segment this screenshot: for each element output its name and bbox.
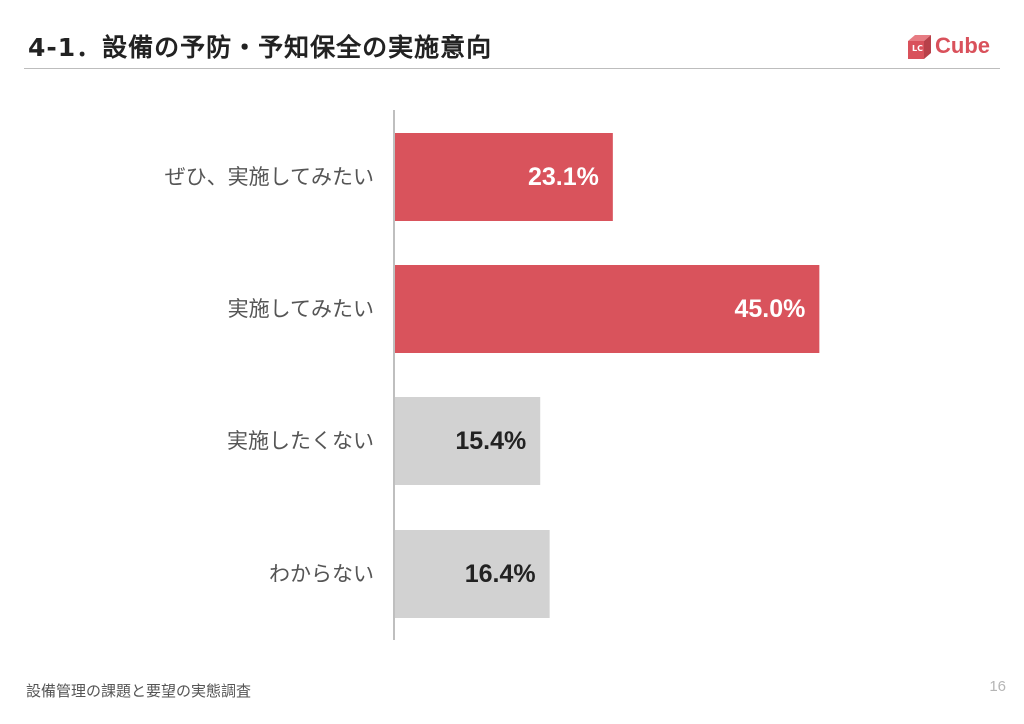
cube-logo-icon [906, 34, 932, 60]
bar-1 [395, 265, 820, 353]
value-label-0: 23.1% [528, 163, 599, 191]
category-label-3: わからない [269, 562, 374, 586]
title-divider [24, 68, 1000, 69]
lc-cube-logo: LC Cube [906, 32, 998, 62]
bar-2 [395, 397, 541, 485]
footer-text: 設備管理の課題と要望の実態調査 [26, 682, 252, 700]
value-label-2: 15.4% [455, 427, 526, 455]
value-label-1: 45.0% [734, 295, 805, 323]
page-number: 16 [989, 678, 1006, 695]
value-label-3: 16.4% [465, 560, 536, 588]
category-label-2: 実施したくない [227, 429, 374, 453]
category-label-1: 実施してみたい [228, 297, 374, 321]
page-title: 4-1．設備の予防・予知保全の実施意向 [28, 33, 493, 62]
category-label-0: ぜひ、実施してみたい [165, 165, 374, 189]
bar-3 [395, 530, 550, 618]
bar-0 [395, 133, 613, 221]
logo-brand-text: Cube [935, 33, 990, 58]
logo-badge-text: LC [912, 44, 923, 53]
